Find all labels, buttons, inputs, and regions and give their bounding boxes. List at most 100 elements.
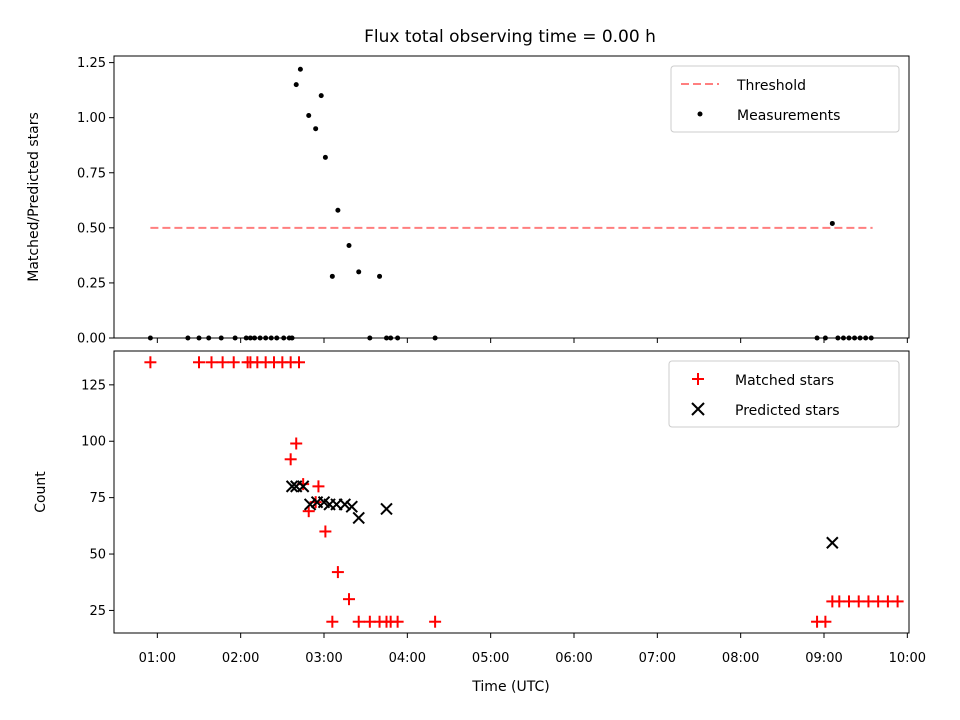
- y-tick-label: 1.25: [77, 56, 106, 71]
- y-tick-label: 125: [81, 378, 106, 393]
- x-axis-label: Time (UTC): [471, 679, 549, 695]
- matched-star-marker: [284, 453, 297, 466]
- chart-title: Flux total observing time = 0.00 h: [364, 27, 656, 47]
- measurement-point: [346, 242, 352, 248]
- matched-star-marker: [429, 615, 442, 628]
- bottom-panel-frame: [113, 350, 910, 634]
- measurement-point: [263, 335, 269, 341]
- measurement-point: [377, 273, 383, 279]
- matched-star-marker: [319, 525, 332, 538]
- matched-star-marker: [144, 356, 157, 369]
- measurement-point: [840, 335, 846, 341]
- bottom-legend-box: [668, 360, 900, 428]
- measurement-point: [395, 335, 401, 341]
- measurement-point: [206, 335, 212, 341]
- measurement-point: [335, 207, 341, 213]
- matched-stars-layer: [144, 356, 904, 628]
- top-y-ticks: 0.00 0.25 0.50 0.75 1.00 1.25: [77, 56, 114, 347]
- measurement-point: [313, 126, 319, 132]
- top-y-axis-label: Matched/Predicted stars: [26, 112, 42, 282]
- x-tick-label: 04:00: [389, 651, 426, 666]
- top-x-ticks: [156, 338, 908, 343]
- measurement-point: [281, 335, 287, 341]
- legend-measurements-swatch: [697, 111, 703, 117]
- measurement-point: [268, 335, 274, 341]
- top-legend-box: [670, 65, 900, 133]
- measurement-point: [306, 112, 312, 118]
- measurement-point: [293, 82, 299, 88]
- x-tick-label: 09:00: [805, 651, 842, 666]
- top-legend: Threshold Measurements: [670, 65, 900, 133]
- measurement-point: [814, 335, 820, 341]
- measurement-point: [252, 335, 258, 341]
- y-tick-label: 75: [89, 491, 106, 506]
- measurement-point: [852, 335, 858, 341]
- measurement-point: [289, 335, 295, 341]
- y-tick-label: 0.00: [77, 332, 106, 347]
- measurement-point: [322, 154, 328, 160]
- measurement-point: [384, 335, 389, 341]
- measurement-point: [356, 269, 362, 275]
- matched-star-marker: [819, 615, 832, 628]
- bottom-y-ticks: 25 50 75 100 125: [81, 378, 114, 619]
- x-tick-label: 08:00: [722, 651, 759, 666]
- legend-predicted-label: Predicted stars: [735, 403, 840, 419]
- matched-star-marker: [293, 356, 305, 369]
- measurement-point: [318, 93, 324, 99]
- measurement-point: [829, 220, 835, 226]
- predicted-star-marker: [826, 536, 839, 549]
- matched-star-marker: [290, 437, 303, 450]
- y-tick-label: 0.75: [77, 166, 106, 181]
- measurement-point: [218, 335, 224, 341]
- measurement-point: [274, 335, 280, 341]
- bottom-legend: Matched stars Predicted stars: [668, 360, 900, 428]
- measurement-point: [297, 66, 303, 72]
- legend-matched-label: Matched stars: [735, 373, 834, 389]
- top-panel: 0.00 0.25 0.50 0.75 1.00 1.25 Matched/Predict…: [26, 55, 910, 347]
- matched-star-marker: [326, 615, 339, 628]
- predicted-star-marker: [285, 480, 299, 493]
- measurement-point: [388, 335, 394, 341]
- y-tick-label: 25: [89, 604, 106, 619]
- matched-star-marker: [193, 356, 205, 369]
- predicted-star-marker: [380, 502, 393, 516]
- y-tick-label: 0.25: [77, 276, 106, 291]
- matched-star-marker: [391, 615, 404, 628]
- measurement-point: [868, 335, 874, 341]
- predicted-star-marker: [296, 480, 310, 493]
- x-tick-label: 01:00: [139, 651, 176, 666]
- x-tick-label: 06:00: [555, 651, 592, 666]
- measurement-point: [243, 335, 249, 341]
- y-tick-label: 50: [89, 548, 106, 563]
- x-tick-label: 07:00: [639, 651, 676, 666]
- y-tick-label: 100: [81, 435, 106, 450]
- measurement-point: [257, 335, 263, 341]
- measurement-point: [147, 335, 153, 341]
- bottom-y-axis-label: Count: [33, 471, 49, 513]
- predicted-stars-layer: [285, 480, 839, 549]
- measurement-point: [432, 335, 438, 341]
- measurement-point: [367, 335, 373, 341]
- measurement-point: [846, 335, 852, 341]
- predicted-star-marker: [352, 511, 365, 525]
- top-panel-frame: [113, 55, 910, 339]
- matched-star-marker: [352, 615, 365, 628]
- x-tick-label: 02:00: [222, 651, 259, 666]
- bottom-x-ticks: 01:00 02:00 03:00 04:00 05:00 06:00 07:00 08:00…: [139, 633, 926, 666]
- legend-predicted-swatch: [691, 402, 705, 416]
- legend-measurements-label: Measurements: [737, 108, 840, 124]
- x-tick-label: 10:00: [889, 651, 926, 666]
- matched-star-marker: [331, 566, 344, 579]
- measurement-point: [247, 335, 253, 341]
- measurement-point: [857, 335, 863, 341]
- matched-star-marker: [216, 356, 229, 369]
- measurement-point: [329, 273, 335, 279]
- measurement-points-layer: [147, 66, 874, 341]
- bottom-panel: 25 50 75 100 125 01:00 02:00 03:00 04:00 05:00 06…: [33, 350, 926, 695]
- measurement-point: [835, 335, 841, 341]
- legend-threshold-label: Threshold: [736, 78, 806, 94]
- predicted-star-marker: [303, 498, 317, 511]
- measurement-point: [863, 335, 869, 341]
- measurement-point: [232, 335, 238, 341]
- matched-star-marker: [205, 356, 218, 369]
